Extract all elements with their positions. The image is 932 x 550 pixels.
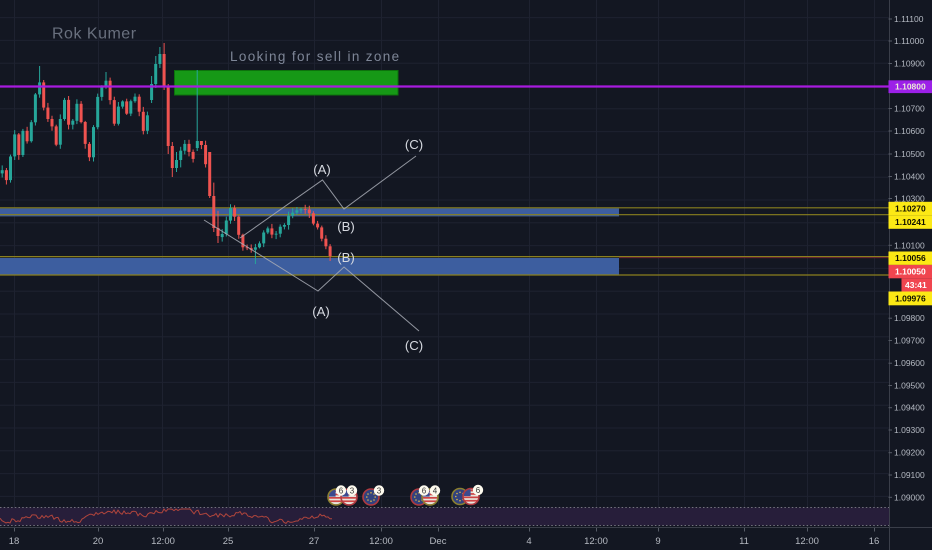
svg-text:9: 9 — [655, 536, 660, 547]
svg-text:12:00: 12:00 — [795, 536, 819, 547]
svg-text:6: 6 — [422, 486, 427, 495]
svg-text:1.09400: 1.09400 — [894, 403, 925, 413]
svg-text:1.10900: 1.10900 — [894, 59, 925, 69]
svg-text:3: 3 — [377, 486, 382, 495]
svg-text:12:00: 12:00 — [584, 536, 608, 547]
svg-text:1.09600: 1.09600 — [894, 358, 925, 368]
svg-text:3: 3 — [350, 486, 355, 495]
svg-text:1.10500: 1.10500 — [894, 149, 925, 159]
svg-text:(B): (B) — [337, 219, 355, 234]
svg-text:1.10056: 1.10056 — [895, 253, 926, 263]
svg-text:1.09200: 1.09200 — [894, 448, 925, 458]
svg-text:27: 27 — [309, 536, 320, 547]
svg-text:25: 25 — [223, 536, 234, 547]
svg-text:Rok Kumer: Rok Kumer — [52, 26, 137, 43]
svg-text:(A): (A) — [313, 162, 331, 177]
svg-text:Looking for sell in zone: Looking for sell in zone — [230, 49, 401, 64]
svg-text:1.09976: 1.09976 — [895, 293, 926, 303]
svg-text:1.11100: 1.11100 — [894, 14, 924, 24]
svg-text:1.09800: 1.09800 — [894, 313, 925, 323]
svg-text:1.10241: 1.10241 — [895, 217, 926, 227]
svg-text:1.10270: 1.10270 — [895, 204, 926, 214]
svg-text:11: 11 — [739, 536, 749, 547]
svg-text:(B): (B) — [337, 250, 355, 265]
svg-text:(C): (C) — [405, 137, 423, 152]
svg-text:20: 20 — [93, 536, 104, 547]
svg-text:4: 4 — [433, 486, 438, 495]
svg-text:1.09500: 1.09500 — [894, 381, 925, 391]
svg-text:4: 4 — [526, 536, 531, 547]
svg-text:1.10100: 1.10100 — [894, 240, 925, 250]
svg-text:1.10400: 1.10400 — [894, 172, 925, 182]
svg-text:6: 6 — [476, 486, 481, 495]
svg-text:(C): (C) — [405, 338, 423, 353]
svg-text:1.10600: 1.10600 — [894, 126, 925, 136]
svg-text:43:41: 43:41 — [905, 280, 927, 290]
svg-text:(A): (A) — [312, 304, 330, 319]
svg-text:1.10050: 1.10050 — [895, 267, 926, 277]
svg-text:16: 16 — [869, 536, 880, 547]
svg-text:1.09300: 1.09300 — [894, 425, 925, 435]
svg-text:12:00: 12:00 — [151, 536, 175, 547]
svg-text:1.09000: 1.09000 — [894, 492, 925, 502]
svg-text:6: 6 — [339, 486, 344, 495]
svg-text:12:00: 12:00 — [369, 536, 393, 547]
svg-text:1.09700: 1.09700 — [894, 336, 925, 346]
svg-text:1.10300: 1.10300 — [894, 194, 925, 204]
svg-text:1.10700: 1.10700 — [894, 104, 925, 114]
svg-text:18: 18 — [9, 536, 20, 547]
svg-text:Dec: Dec — [430, 536, 447, 547]
svg-text:1.10800: 1.10800 — [895, 82, 926, 92]
svg-text:1.09100: 1.09100 — [894, 470, 925, 480]
svg-text:1.11000: 1.11000 — [894, 36, 924, 46]
